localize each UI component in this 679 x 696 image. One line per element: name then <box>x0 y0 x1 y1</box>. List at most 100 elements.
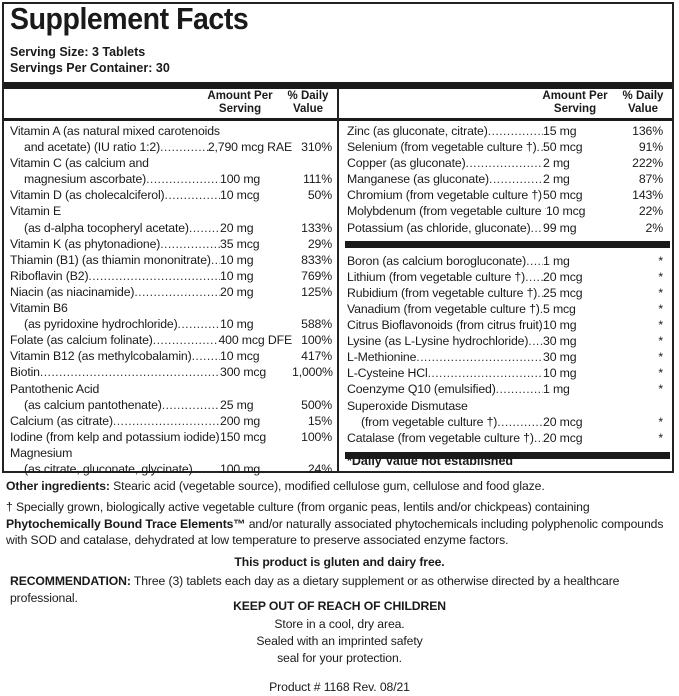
nutrient-amount: 1 mg <box>543 381 601 397</box>
nutrient-amount: 30 mg <box>543 349 601 365</box>
nutrient-amount: 150 mcg <box>220 429 292 445</box>
nutrient-name: Coenzyme Q10 (emulsified) <box>347 381 496 397</box>
nutrient-row: L-Methionine30 mg* <box>347 349 663 365</box>
nutrient-name: Chromium (from vegetable culture †) <box>347 187 542 203</box>
nutrient-amount: 25 mg <box>220 397 292 413</box>
nutrient-row: L-Cysteine HCl10 mg* <box>347 365 663 381</box>
nutrient-row: Selenium (from vegetable culture †)50 mc… <box>347 139 663 155</box>
daily-value: * <box>601 253 663 269</box>
daily-value: * <box>601 381 663 397</box>
storage-line: Sealed with an imprinted safety <box>0 633 679 650</box>
nutrient-name: L-Methionine <box>347 349 416 365</box>
other-ingredients-label: Other ingredients: <box>6 479 110 493</box>
nutrient-name: magnesium ascorbate) <box>10 171 146 187</box>
nutrient-list: Zinc (as gluconate, citrate)15 mg136%Sel… <box>347 123 663 464</box>
panel-title: Supplement Facts <box>10 1 248 37</box>
nutrient-amount: 15 mg <box>543 123 601 139</box>
supplement-facts-panel: Supplement Facts Serving Size: 3 Tablets… <box>2 2 674 473</box>
nutrient-row: Catalase (from vegetable culture †)20 mc… <box>347 430 663 446</box>
daily-value: 50% <box>292 187 332 203</box>
nutrient-amount: 100 mg <box>220 461 292 477</box>
nutrient-name: Calcium (as citrate) <box>10 413 113 429</box>
nutrient-amount: 300 mcg <box>220 364 292 380</box>
nutrient-amount: 10 mcg <box>546 203 604 219</box>
nutrient-row-name: Superoxide Dismutase <box>347 398 663 414</box>
leader-dots <box>162 397 220 413</box>
header-text: % Daily <box>621 90 665 103</box>
nutrient-name: (as pyridoxine hydrochloride) <box>10 316 178 332</box>
nutrient-name: Vanadium (from vegetable culture †) <box>347 301 540 317</box>
nutrient-name: Vitamin B6 <box>10 300 68 316</box>
nutrient-row: Lysine (as L-Lysine hydrochloride)30 mg* <box>347 333 663 349</box>
daily-value: 91% <box>601 139 663 155</box>
leader-dots <box>496 381 543 397</box>
leader-dots <box>526 253 543 269</box>
header-text: % Daily <box>286 90 330 103</box>
daily-value: 833% <box>292 252 332 268</box>
dagger-note-line: † Specially grown, biologically active v… <box>6 499 663 516</box>
nutrient-amount: 50 mcg <box>543 187 601 203</box>
nutrient-name: Vitamin A (as natural mixed carotenoids <box>10 123 220 139</box>
leader-dots <box>160 236 220 252</box>
daily-value: 22% <box>604 203 663 219</box>
nutrient-amount: 10 mcg <box>220 187 292 203</box>
nutrient-name: (as calcium pantothenate) <box>10 397 162 413</box>
daily-value: 769% <box>292 268 332 284</box>
header-text: Value <box>286 103 330 116</box>
daily-value: * <box>601 414 663 430</box>
nutrient-name: Vitamin D (as cholecalciferol) <box>10 187 165 203</box>
nutrient-amount: 10 mg <box>543 365 601 381</box>
nutrient-row: Lithium (from vegetable culture †)20 mcg… <box>347 269 663 285</box>
nutrient-name: Pantothenic Acid <box>10 381 99 397</box>
daily-value: 136% <box>601 123 663 139</box>
nutrient-amount: 50 mcg <box>543 139 601 155</box>
nutrient-name: and acetate) (IU ratio 1:2) <box>10 139 160 155</box>
nutrient-amount: 100 mg <box>220 171 292 187</box>
leader-dots <box>525 269 543 285</box>
leader-dots <box>528 333 543 349</box>
nutrient-name: Biotin <box>10 364 40 380</box>
nutrient-name: Vitamin B12 (as methylcobalamin) <box>10 348 192 364</box>
leader-dots <box>534 430 543 446</box>
nutrient-row: Chromium (from vegetable culture †)50 mc… <box>347 187 663 203</box>
daily-value: 500% <box>292 397 332 413</box>
daily-value: 24% <box>292 461 332 477</box>
nutrient-row-name: Vitamin E <box>10 203 332 219</box>
nutrient-name: (as citrate, gluconate, glycinate) <box>10 461 193 477</box>
nutrient-amount: 35 mcg <box>220 236 292 252</box>
nutrient-name: Manganese (as gluconate) <box>347 171 489 187</box>
nutrient-name: Riboflavin (B2) <box>10 268 88 284</box>
daily-value: 111% <box>292 171 332 187</box>
daily-value: * <box>601 430 663 446</box>
divider <box>4 82 672 89</box>
leader-dots <box>488 123 543 139</box>
nutrient-row: (from vegetable culture †)20 mcg* <box>347 414 663 430</box>
leader-dots <box>192 348 220 364</box>
leader-dots <box>428 365 543 381</box>
header-text: Amount Per <box>204 90 276 103</box>
header-text: Amount Per <box>539 90 611 103</box>
storage-line: seal for your protection. <box>0 650 679 667</box>
leader-dots <box>531 220 543 236</box>
nutrient-amount: 10 mcg <box>220 348 292 364</box>
leader-dots <box>189 220 220 236</box>
nutrient-row: Folate (as calcium folinate)400 mcg DFE1… <box>10 332 332 348</box>
nutrient-name: Molybdenum (from vegetable culture †) <box>347 203 546 219</box>
daily-value: * <box>601 333 663 349</box>
nutrient-name: Vitamin K (as phytonadione) <box>10 236 160 252</box>
daily-value: 588% <box>292 316 332 332</box>
daily-value: 100% <box>292 429 332 445</box>
nutrient-row: Rubidium (from vegetable culture †)25 mc… <box>347 285 663 301</box>
daily-value: * <box>601 365 663 381</box>
nutrient-amount: 20 mcg <box>543 414 601 430</box>
nutrient-name: Citrus Bioflavonoids (from citrus fruit) <box>347 317 543 333</box>
nutrient-row: Thiamin (B1) (as thiamin mononitrate)10 … <box>10 252 332 268</box>
nutrient-name: Folate (as calcium folinate) <box>10 332 153 348</box>
